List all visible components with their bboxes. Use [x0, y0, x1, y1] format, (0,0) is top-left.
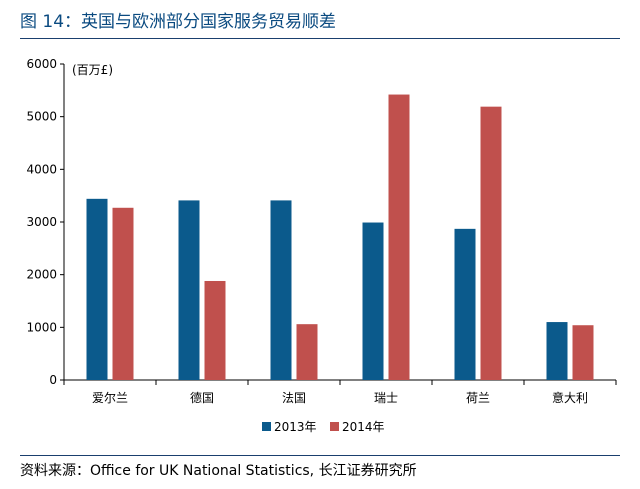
bars	[86, 94, 594, 381]
legend-label: 2014年	[342, 420, 385, 434]
bar	[204, 280, 226, 380]
source-rule	[20, 455, 620, 456]
x-category-label: 爱尔兰	[92, 390, 128, 405]
bar	[86, 198, 108, 380]
y-tick-label: 1000	[26, 320, 57, 334]
x-category-label: 瑞士	[374, 391, 398, 405]
legend-swatch	[262, 422, 271, 431]
bar	[480, 106, 502, 380]
figure-title: 图 14：英国与欧洲部分国家服务贸易顺差	[20, 12, 337, 32]
bar	[296, 324, 318, 380]
x-category-label: 意大利	[552, 390, 588, 405]
y-tick-label: 4000	[26, 162, 57, 176]
x-category-label: 法国	[282, 391, 306, 405]
y-tick-label: 3000	[26, 215, 57, 229]
y-tick-label: 2000	[26, 268, 57, 282]
y-tick-label: 6000	[26, 57, 57, 71]
legend-swatch	[330, 422, 339, 431]
bar	[388, 94, 410, 381]
bar	[178, 200, 200, 380]
x-category-label: 荷兰	[466, 391, 490, 405]
legend: 2013年 2014年	[262, 420, 385, 434]
y-tick-label: 5000	[26, 110, 57, 124]
y-axis: 0 1000 2000 3000 4000 5000 6000	[26, 57, 65, 387]
title-rule	[20, 38, 620, 39]
bar	[112, 207, 134, 380]
source-note: 资料来源：Office for UK National Statistics, …	[20, 463, 417, 479]
bar	[572, 325, 594, 380]
bar	[362, 222, 384, 380]
bar	[546, 322, 568, 380]
legend-label: 2013年	[274, 420, 317, 434]
x-category-label: 德国	[190, 390, 214, 405]
y-tick-label: 0	[49, 373, 57, 387]
bar	[270, 200, 292, 380]
x-axis: 爱尔兰 德国 法国 瑞士 荷兰 意大利	[63, 379, 617, 405]
bar	[454, 228, 476, 380]
y-unit-label: (百万£)	[72, 63, 113, 77]
bar-chart: (百万£) 0 1000 2000 3000 4000 5000 6000 爱尔兰 德国 法国 瑞…	[26, 57, 617, 434]
